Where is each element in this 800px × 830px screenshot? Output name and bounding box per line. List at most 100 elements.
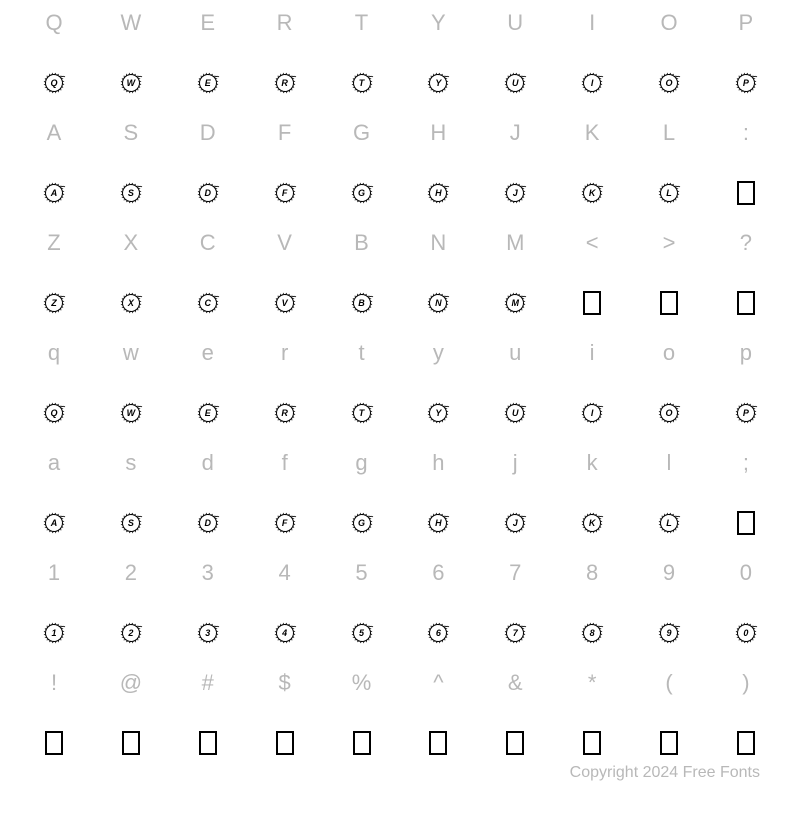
glyph-row — [20, 728, 780, 758]
key-label: 8 — [586, 560, 598, 586]
wreath-icon: B — [350, 291, 374, 315]
glyph-wrap: Y — [426, 398, 450, 428]
wreath-icon: H — [426, 511, 450, 535]
wreath-icon: K — [580, 511, 604, 535]
charmap-cell: @ — [97, 670, 165, 722]
wreath-icon: 1 — [42, 621, 66, 645]
charmap-cell: d — [174, 450, 242, 502]
key-label: 9 — [663, 560, 675, 586]
charmap-cell: ! — [20, 670, 88, 722]
key-label: U — [507, 10, 523, 36]
glyph-cell: J — [481, 508, 549, 538]
missing-glyph-icon — [276, 731, 294, 755]
glyph-wrap: O — [657, 398, 681, 428]
key-label: D — [200, 120, 216, 146]
glyph-wrap: F — [273, 508, 297, 538]
charmap-cell: j — [481, 450, 549, 502]
glyph-wrap — [737, 288, 755, 318]
wreath-letter: I — [591, 78, 594, 88]
glyph-wrap: W — [119, 68, 143, 98]
glyph-cell: S — [97, 508, 165, 538]
charmap-cell: X — [97, 230, 165, 282]
wreath-letter: R — [281, 78, 288, 88]
wreath-letter: P — [743, 408, 749, 418]
glyph-row: ASDFGHJKL — [20, 178, 780, 208]
charmap-cell: Q — [20, 10, 88, 62]
charmap-cell: l — [635, 450, 703, 502]
missing-glyph-icon — [199, 731, 217, 755]
key-label-row: ZXCVBNM<>? — [20, 230, 780, 282]
charmap-cell: i — [558, 340, 626, 392]
key-label: A — [47, 120, 62, 146]
glyph-wrap — [660, 728, 678, 758]
charmap-cell: 2 — [97, 560, 165, 612]
glyph-cell: A — [20, 508, 88, 538]
charmap-cell: I — [558, 10, 626, 62]
charmap-cell: C — [174, 230, 242, 282]
glyph-cell: D — [174, 508, 242, 538]
wreath-letter: B — [358, 298, 365, 308]
wreath-icon: H — [426, 181, 450, 205]
glyph-cell — [328, 728, 396, 758]
wreath-icon: P — [734, 71, 758, 95]
key-label: K — [585, 120, 600, 146]
wreath-icon: G — [350, 181, 374, 205]
glyph-cell: W — [97, 398, 165, 428]
charmap-cell: q — [20, 340, 88, 392]
wreath-icon: W — [119, 71, 143, 95]
key-label: t — [358, 340, 364, 366]
key-label: Z — [47, 230, 60, 256]
charmap-cell: A — [20, 120, 88, 172]
glyph-wrap: Q — [42, 398, 66, 428]
glyph-cell: P — [712, 398, 780, 428]
key-label: > — [663, 230, 676, 256]
glyph-cell — [712, 288, 780, 318]
wreath-letter: C — [205, 298, 212, 308]
wreath-icon: D — [196, 511, 220, 535]
wreath-letter: E — [205, 408, 211, 418]
key-label: e — [202, 340, 214, 366]
glyph-cell: G — [328, 178, 396, 208]
glyph-wrap: M — [503, 288, 527, 318]
glyph-cell: Y — [404, 398, 472, 428]
wreath-icon: 7 — [503, 621, 527, 645]
key-label: * — [588, 670, 597, 696]
key-label: # — [202, 670, 214, 696]
glyph-cell — [174, 728, 242, 758]
key-label: E — [200, 10, 215, 36]
key-label-row: asdfghjkl; — [20, 450, 780, 502]
glyph-wrap: I — [580, 398, 604, 428]
key-label: @ — [120, 670, 142, 696]
wreath-letter: D — [205, 518, 212, 528]
wreath-icon: A — [42, 511, 66, 535]
wreath-letter: 6 — [436, 628, 441, 638]
glyph-cell: 2 — [97, 618, 165, 648]
glyph-wrap: S — [119, 178, 143, 208]
glyph-cell: Q — [20, 398, 88, 428]
glyph-wrap: J — [503, 508, 527, 538]
charmap-cell: H — [404, 120, 472, 172]
charmap-cell: L — [635, 120, 703, 172]
key-label: ; — [743, 450, 749, 476]
glyph-cell — [558, 728, 626, 758]
missing-glyph-icon — [660, 291, 678, 315]
key-label-row: qwertyuiop — [20, 340, 780, 392]
wreath-letter: R — [281, 408, 288, 418]
glyph-wrap: A — [42, 178, 66, 208]
charmap-cell: : — [712, 120, 780, 172]
wreath-letter: S — [128, 518, 134, 528]
glyph-wrap: E — [196, 68, 220, 98]
charmap-cell: w — [97, 340, 165, 392]
charmap-cell: p — [712, 340, 780, 392]
glyph-wrap: N — [426, 288, 450, 318]
wreath-letter: U — [512, 408, 519, 418]
glyph-cell: 4 — [251, 618, 319, 648]
glyph-cell: F — [251, 508, 319, 538]
glyph-cell: X — [97, 288, 165, 318]
charmap-cell: J — [481, 120, 549, 172]
key-label: B — [354, 230, 369, 256]
wreath-icon: V — [273, 291, 297, 315]
key-label: $ — [279, 670, 291, 696]
charmap-cell: 3 — [174, 560, 242, 612]
glyph-cell: W — [97, 68, 165, 98]
